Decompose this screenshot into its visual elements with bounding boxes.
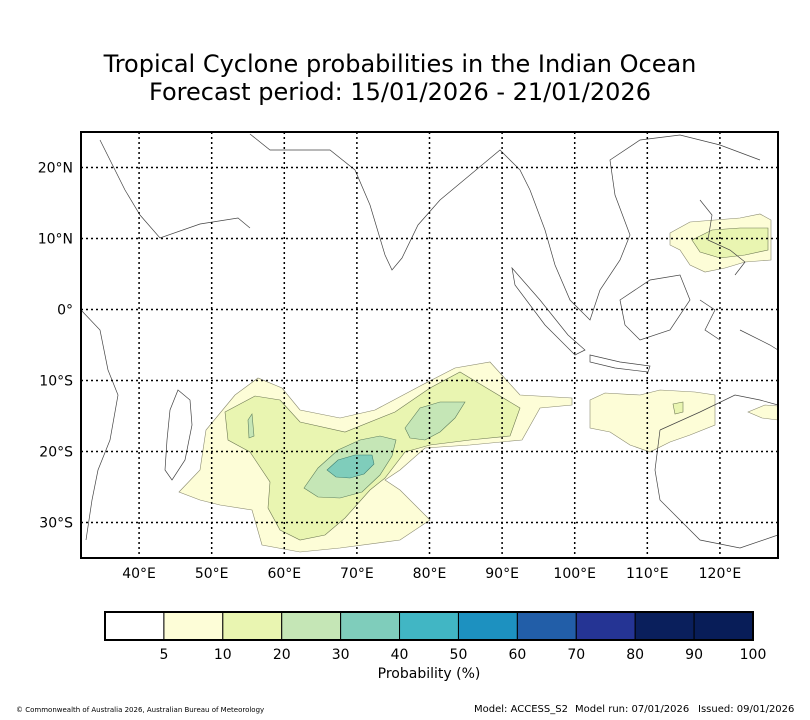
- colorbar-tick-label: 100: [740, 647, 767, 663]
- colorbar-tick-label: 5: [159, 647, 168, 663]
- chart-title-line1: Tropical Cyclone probabilities in the In…: [103, 50, 697, 78]
- colorbar-tick-label: 80: [626, 647, 644, 663]
- model-name: Model: ACCESS_S2: [474, 704, 568, 715]
- coast-india: [249, 133, 531, 271]
- region-10-20-philippines: [691, 227, 769, 259]
- region-20-30-west-small: [247, 413, 255, 439]
- coast-sulawesi-png: [699, 299, 778, 351]
- colorbar-segment: [693, 611, 754, 641]
- colorbar: 5 10 20 30 40 50 60 70 80 90 100: [104, 611, 767, 663]
- map-frame: [80, 131, 779, 559]
- coast-philippines: [699, 199, 746, 276]
- coast-sumatra: [511, 266, 586, 356]
- lat-tick-label: 0°: [57, 303, 73, 319]
- lat-tick-label: 20°S: [39, 445, 73, 461]
- colorbar-segment: [634, 611, 695, 641]
- lon-tick-label: 120°E: [699, 566, 742, 582]
- coast-southeast-asia: [529, 134, 761, 321]
- issued-date: Issued: 09/01/2026: [698, 704, 795, 715]
- model-run-date: Model run: 07/01/2026: [575, 704, 690, 715]
- colorbar-frame: [104, 611, 754, 641]
- lon-tick-label: 90°E: [485, 566, 519, 582]
- colorbar-segment: [281, 611, 342, 641]
- colorbar-segment: [457, 611, 518, 641]
- colorbar-tick-label: 10: [214, 647, 232, 663]
- lon-tick-label: 40°E: [122, 566, 156, 582]
- colorbar-segment: [163, 611, 224, 641]
- coast-java: [589, 354, 651, 373]
- lat-tick-label: 10°N: [38, 232, 73, 248]
- lon-tick-label: 50°E: [195, 566, 229, 582]
- colorbar-segment: [104, 611, 165, 641]
- lon-tick-label: 100°E: [553, 566, 596, 582]
- coast-madagascar: [164, 389, 193, 481]
- colorbar-tick-label: 20: [273, 647, 291, 663]
- region-5-10-south-java: [589, 389, 716, 453]
- colorbar-segment: [575, 611, 636, 641]
- lon-tick-label: 80°E: [413, 566, 447, 582]
- colorbar-tick-label: 60: [508, 647, 526, 663]
- lat-tick-label: 20°N: [38, 161, 73, 177]
- lat-tick-label: 10°S: [39, 374, 73, 390]
- colorbar-label: Probability (%): [378, 666, 481, 682]
- region-10-20-south-java: [672, 401, 684, 415]
- colorbar-segment: [222, 611, 283, 641]
- colorbar-segment: [516, 611, 577, 641]
- colorbar-segment: [399, 611, 459, 641]
- longitude-labels: 40°E 50°E 60°E 70°E 80°E 90°E 100°E 110°E 120°E: [122, 566, 741, 582]
- lat-tick-label: 30°S: [39, 516, 73, 532]
- colorbar-tick-label: 90: [685, 647, 703, 663]
- coast-africa-arabia: [81, 139, 251, 541]
- region-30-40-core: [326, 454, 375, 479]
- colorbar-tick-label: 40: [391, 647, 409, 663]
- probability-shading: [178, 213, 778, 553]
- colorbar-tick-label: 50: [450, 647, 468, 663]
- region-20-30-central: [404, 401, 466, 441]
- coast-australia: [654, 394, 778, 549]
- lon-tick-label: 110°E: [626, 566, 669, 582]
- colorbar-tick-label: 70: [567, 647, 585, 663]
- coastlines: [81, 133, 778, 549]
- copyright-note: © Commonwealth of Australia 2026, Austra…: [16, 706, 265, 714]
- latitude-labels: 20°N 10°N 0° 10°S 20°S 30°S: [38, 161, 73, 532]
- region-5-10-timor: [747, 404, 778, 421]
- colorbar-tick-label: 30: [332, 647, 350, 663]
- lon-tick-label: 70°E: [340, 566, 374, 582]
- chart-title-line2: Forecast period: 15/01/2026 - 21/01/2026: [149, 78, 651, 106]
- colorbar-segment: [340, 611, 401, 641]
- coast-borneo: [619, 274, 691, 341]
- lon-tick-label: 60°E: [267, 566, 301, 582]
- gridlines: [81, 132, 778, 558]
